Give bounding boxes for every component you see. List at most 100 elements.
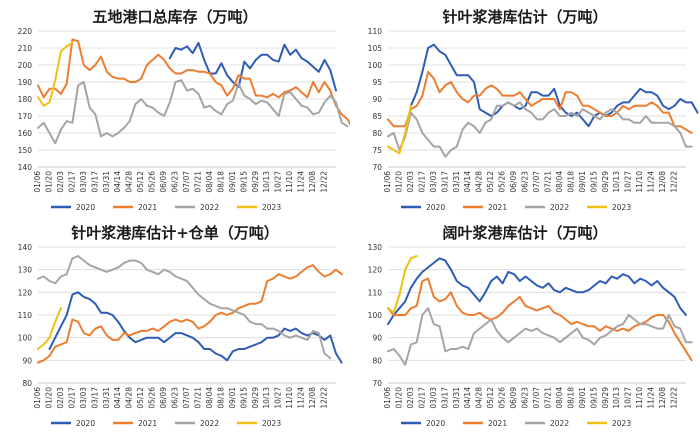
x-tick-label: 03/03 <box>429 171 438 193</box>
x-tick-label: 03/03 <box>429 387 438 409</box>
x-tick-label: 12/08 <box>308 387 317 409</box>
y-tick-label: 140 <box>18 163 33 172</box>
y-tick-label: 170 <box>18 112 33 121</box>
y-tick-label: 100 <box>368 61 383 70</box>
x-tick-label: 11/10 <box>285 171 294 193</box>
x-tick-label: 08/04 <box>555 171 564 193</box>
x-tick-label: 12/22 <box>670 387 679 409</box>
y-tick-label: 190 <box>18 78 33 87</box>
legend-label-2020: 2020 <box>426 203 445 212</box>
legend-label-2022: 2022 <box>550 203 569 212</box>
x-tick-label: 04/14 <box>113 387 122 409</box>
x-tick-label: 09/29 <box>601 387 610 409</box>
x-tick-label: 08/18 <box>216 387 225 409</box>
x-tick-label: 06/09 <box>509 387 518 409</box>
y-tick-label: 120 <box>368 266 383 275</box>
x-tick-label: 09/29 <box>251 387 260 409</box>
x-tick-label: 07/07 <box>532 171 541 193</box>
x-tick-label: 10/27 <box>624 387 633 409</box>
chart-panel-softwood-port-inventory: 针叶浆港库估计（万吨） 70 75 80 85 90 95 100 105 110 01/06 01/… <box>350 0 700 216</box>
chart-panel-softwood-inventory-plus-warrants: 针叶浆港库估计+仓单（万吨） 80 90 100 110 120 130 140 01/06 01… <box>0 216 350 432</box>
series-line-2020 <box>387 257 687 326</box>
x-tick-label: 01/20 <box>44 171 53 193</box>
series-line-2021 <box>387 70 693 134</box>
chart-svg: 针叶浆港库估计+仓单（万吨） 80 90 100 110 120 130 140 01/06 01… <box>18 224 343 428</box>
legend-label-2021: 2021 <box>138 203 157 212</box>
y-tick-label: 130 <box>18 266 33 275</box>
x-tick-label: 09/15 <box>589 171 598 193</box>
chart-title: 五地港口总库存（万吨） <box>92 8 257 26</box>
x-tick-label: 11/10 <box>635 171 644 193</box>
x-tick-label: 12/08 <box>658 387 667 409</box>
x-tick-label: 08/04 <box>205 387 214 409</box>
x-tick-label: 02/03 <box>406 171 415 193</box>
y-tick-label: 100 <box>368 311 383 320</box>
y-tick-label: 75 <box>372 146 382 155</box>
y-tick-label: 220 <box>18 27 33 36</box>
x-tick-label: 10/13 <box>612 387 621 409</box>
x-tick-label: 01/06 <box>383 387 392 409</box>
x-tick-label: 04/14 <box>113 171 122 193</box>
x-tick-label: 03/17 <box>440 387 449 409</box>
x-tick-label: 07/21 <box>543 171 552 193</box>
chart-title: 针叶浆港库估计（万吨） <box>442 8 607 26</box>
x-tick-label: 07/07 <box>532 387 541 409</box>
x-tick-label: 07/21 <box>543 387 552 409</box>
y-tick-label: 110 <box>18 311 33 320</box>
y-tick-label: 150 <box>18 146 33 155</box>
series-line-2023 <box>37 41 74 107</box>
series-line-2023 <box>387 255 418 314</box>
x-tick-label: 02/17 <box>67 387 76 409</box>
y-tick-label: 90 <box>372 95 382 104</box>
x-tick-label: 10/27 <box>274 171 283 193</box>
x-tick-label: 04/14 <box>463 387 472 409</box>
x-tick-label: 03/31 <box>452 387 461 409</box>
y-tick-label: 200 <box>18 61 33 70</box>
series-line-2022 <box>387 101 693 158</box>
x-tick-label: 09/15 <box>239 171 248 193</box>
x-tick-label: 02/17 <box>67 171 76 193</box>
x-tick-label: 03/17 <box>440 171 449 193</box>
x-tick-label: 08/04 <box>205 171 214 193</box>
legend-label-2022: 2022 <box>200 203 219 212</box>
x-tick-label: 02/03 <box>56 387 65 409</box>
x-tick-label: 12/22 <box>670 171 679 193</box>
x-tick-label: 07/21 <box>193 171 202 193</box>
x-tick-label: 01/20 <box>394 387 403 409</box>
x-tick-label: 06/23 <box>171 387 180 409</box>
y-tick-label: 90 <box>372 334 382 343</box>
series-line-2020 <box>409 43 699 128</box>
series-line-2023 <box>387 104 412 155</box>
x-tick-label: 09/15 <box>239 387 248 409</box>
x-tick-label: 03/31 <box>102 171 111 193</box>
chart-panel-total-port-inventory: 五地港口总库存（万吨） 140 150 160 170 180 190 200 210 220 01… <box>0 0 350 216</box>
x-tick-label: 01/06 <box>383 171 392 193</box>
x-tick-label: 10/27 <box>274 387 283 409</box>
x-tick-label: 02/17 <box>417 171 426 193</box>
x-tick-label: 05/26 <box>148 171 157 193</box>
y-tick-label: 80 <box>372 129 382 138</box>
x-tick-label: 02/03 <box>406 387 415 409</box>
x-tick-label: 08/18 <box>216 171 225 193</box>
x-tick-label: 10/13 <box>262 387 271 409</box>
x-tick-label: 10/27 <box>624 171 633 193</box>
legend-label-2022: 2022 <box>550 419 569 428</box>
x-tick-label: 04/28 <box>125 387 134 409</box>
legend-label-2022: 2022 <box>200 419 219 428</box>
y-tick-label: 80 <box>372 356 382 365</box>
x-tick-label: 12/22 <box>320 387 329 409</box>
x-tick-label: 05/26 <box>148 387 157 409</box>
x-tick-label: 09/29 <box>601 171 610 193</box>
x-tick-label: 03/03 <box>79 171 88 193</box>
x-tick-label: 11/24 <box>647 171 656 193</box>
x-tick-label: 05/12 <box>486 387 495 409</box>
x-tick-label: 09/01 <box>228 171 237 193</box>
y-tick-label: 130 <box>368 243 383 252</box>
x-tick-label: 11/24 <box>297 387 306 409</box>
legend-label-2021: 2021 <box>488 419 507 428</box>
legend-label-2021: 2021 <box>488 203 507 212</box>
series-line-2020 <box>168 41 337 92</box>
x-tick-label: 12/08 <box>308 171 317 193</box>
y-tick-label: 110 <box>368 27 383 36</box>
